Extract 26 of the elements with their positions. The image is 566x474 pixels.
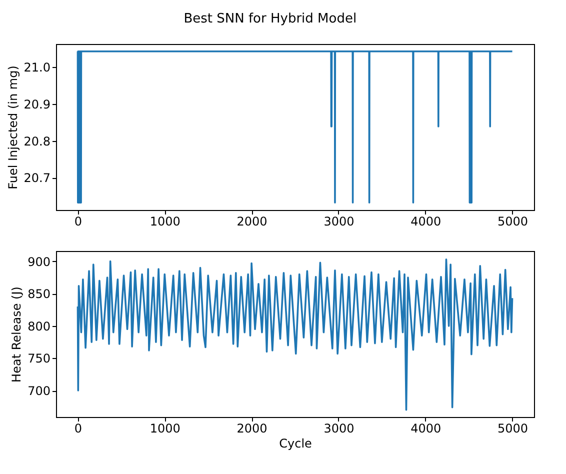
y-tick-label: 21.0: [24, 60, 50, 75]
y-tick-label: 20.9: [24, 97, 50, 112]
y-tick-label: 700: [28, 384, 50, 398]
x-tick-label: 4000: [410, 214, 442, 228]
x-tick-label: 5000: [498, 422, 528, 436]
x-tick-label: 0: [74, 214, 82, 228]
y-tick-label: 850: [28, 287, 50, 302]
x-axis-title: Cycle: [279, 436, 312, 450]
y-tick-label: 900: [28, 254, 50, 269]
y-tick-label: 750: [28, 352, 50, 366]
line-series: [76, 258, 514, 411]
y-axis-title: Fuel Injected (in mg): [6, 66, 20, 190]
x-tick-label: 2000: [236, 214, 268, 228]
y-tick-label: 20.8: [24, 134, 50, 148]
y-tick-label: 800: [28, 319, 50, 334]
y-axis-title: Heat Release (J): [10, 286, 24, 382]
x-tick-label: 5000: [498, 214, 528, 228]
y-tick-label: 20.7: [24, 171, 50, 186]
x-tick-label: 3000: [324, 422, 354, 436]
chart-title: Best SNN for Hybrid Model: [184, 12, 357, 26]
x-tick-label: 1000: [150, 422, 180, 436]
x-tick-label: 4000: [410, 422, 442, 436]
x-tick-label: 1000: [150, 214, 180, 228]
x-tick-label: 2000: [236, 422, 268, 436]
x-tick-label: 0: [74, 422, 82, 436]
x-tick-label: 3000: [324, 214, 354, 228]
